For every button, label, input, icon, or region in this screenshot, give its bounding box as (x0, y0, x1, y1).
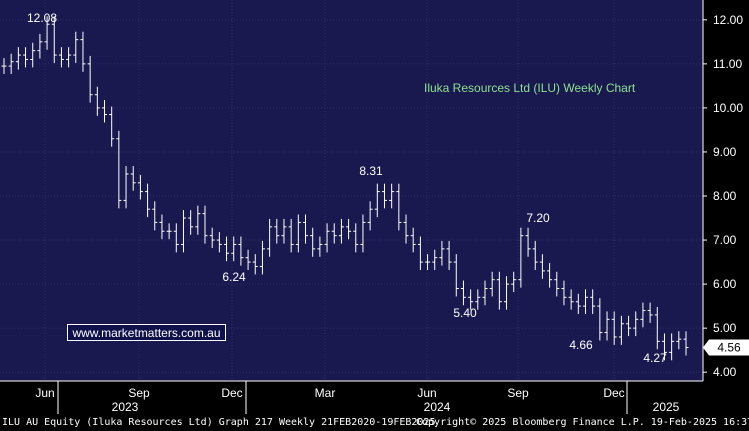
x-year-label-0: 2023 (112, 400, 139, 414)
x-tick-label-6: Dec (603, 386, 624, 400)
x-tick-label-4: Jun (417, 386, 436, 400)
x-year-label-2: 2025 (653, 400, 680, 414)
y-tick-label-1: 11.00 (713, 57, 742, 71)
annotation-0: 12.08 (27, 11, 57, 25)
annotation-1: 6.24 (222, 270, 246, 284)
footer-left-text: ILU AU Equity (Iluka Resources Ltd) Grap… (2, 417, 436, 428)
last-price-tag (703, 339, 749, 356)
y-tick-label-4: 8.00 (713, 189, 737, 203)
x-tick-label-0: Jun (35, 386, 54, 400)
y-tick-label-6: 6.00 (713, 277, 737, 291)
last-price-label: 4.56 (717, 341, 741, 355)
y-tick-label-2: 10.00 (713, 101, 743, 115)
chart-title: Iluka Resources Ltd (ILU) Weekly Chart (424, 81, 636, 95)
annotation-3: 5.40 (453, 306, 477, 320)
annotation-5: 4.66 (569, 338, 593, 352)
footer-right-text: Copyright© 2025 Bloomberg Finance L.P. 1… (416, 417, 749, 428)
annotation-6: 4.27 (643, 351, 667, 365)
x-tick-label-3: Mar (315, 386, 336, 400)
x-year-label-1: 2024 (424, 400, 451, 414)
y-tick-label-7: 5.00 (713, 321, 737, 335)
y-tick-label-0: 12.00 (713, 13, 743, 27)
annotation-2: 8.31 (359, 164, 383, 178)
x-tick-label-2: Dec (221, 386, 242, 400)
footer-bar: ILU AU Equity (Iluka Resources Ltd) Grap… (0, 415, 749, 431)
website-label[interactable]: www.marketmatters.com.au (67, 324, 226, 341)
y-tick-label-8: 4.00 (713, 365, 737, 379)
y-tick-label-5: 7.00 (713, 233, 737, 247)
annotation-4: 7.20 (526, 211, 550, 225)
x-tick-label-1: Sep (128, 386, 150, 400)
x-tick-label-5: Sep (507, 386, 529, 400)
y-tick-label-3: 9.00 (713, 145, 737, 159)
